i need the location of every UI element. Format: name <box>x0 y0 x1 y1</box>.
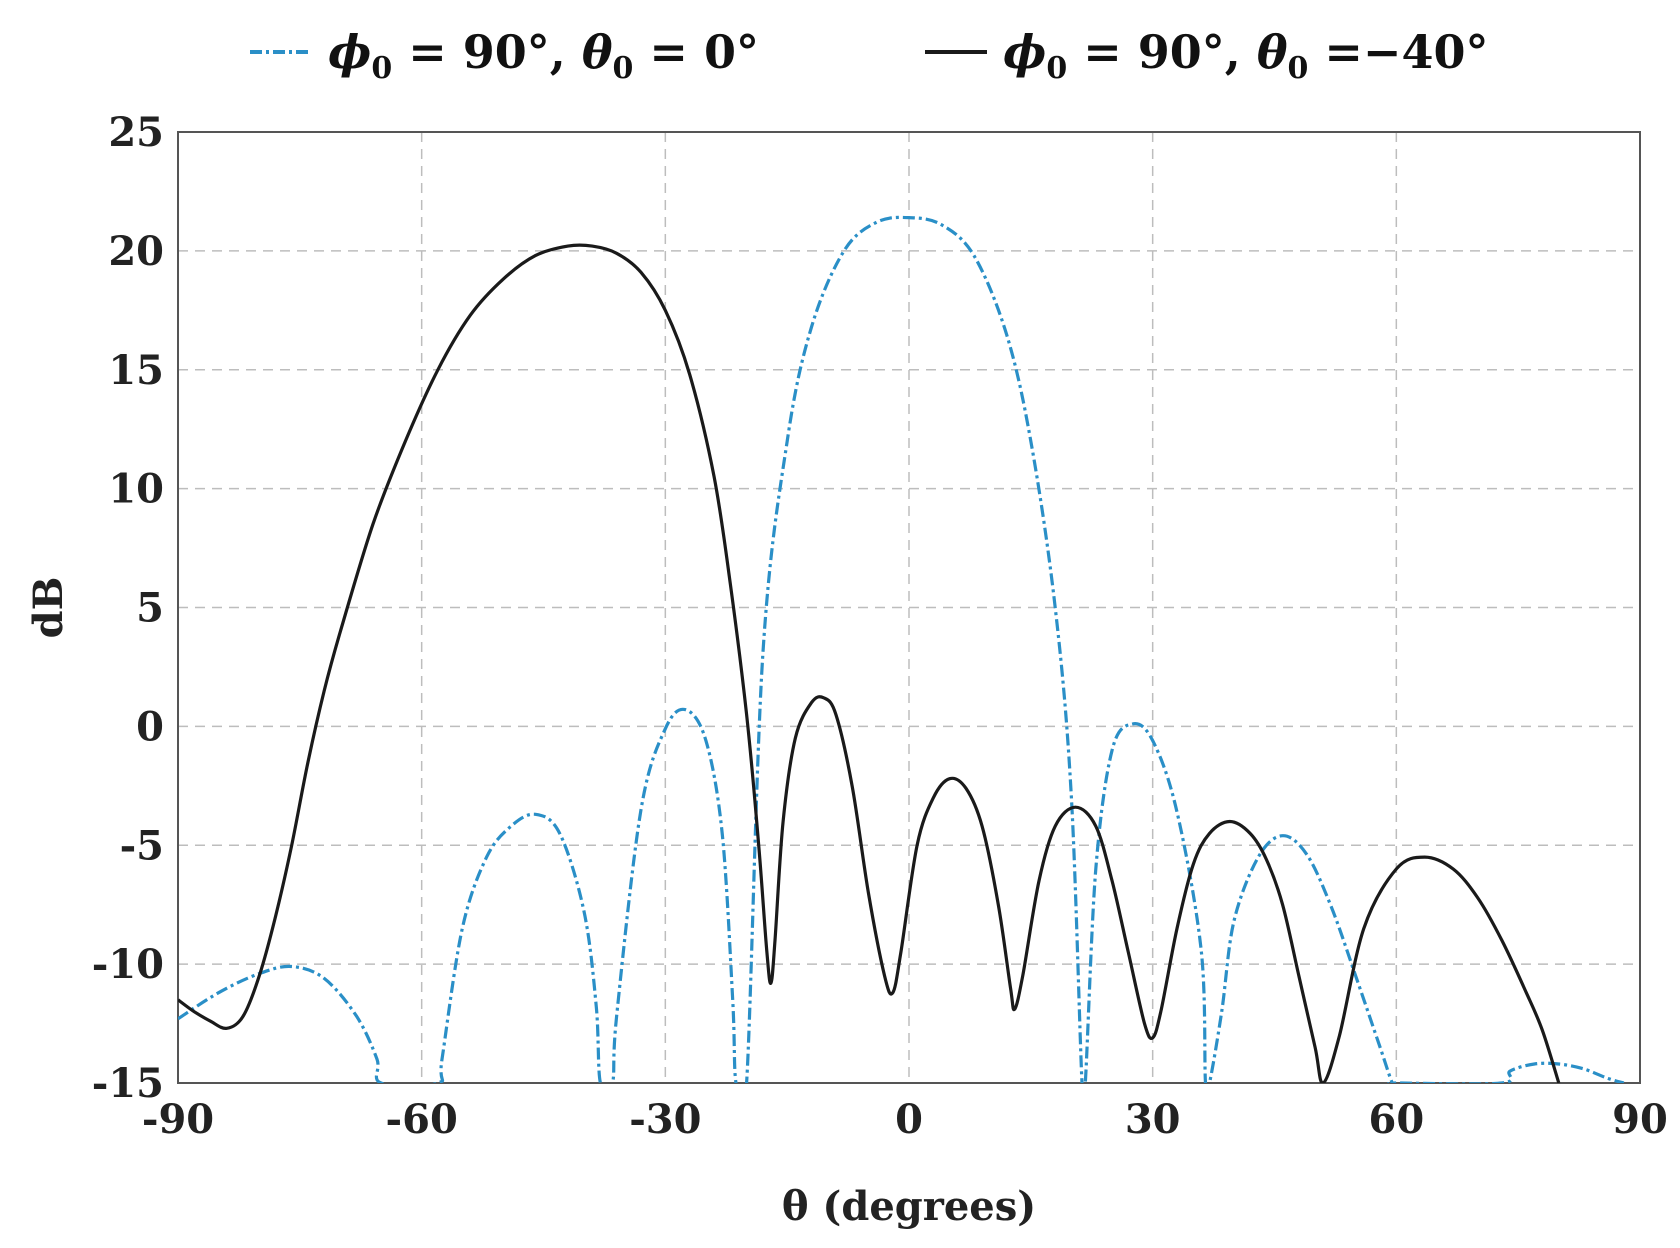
legend-subscript: 0 <box>371 51 392 86</box>
x-tick-label: -90 <box>142 1096 214 1143</box>
grid-lines <box>178 132 1640 1083</box>
legend-text-part: θ <box>582 25 613 79</box>
legend-text-part: ϕ <box>1003 25 1046 79</box>
legend-item-1: ϕ0 = 90°, θ0 = 0° <box>250 25 759 86</box>
legend-text-part: ϕ <box>328 25 371 79</box>
y-tick-label: 20 <box>108 228 164 275</box>
y-tick-label: -15 <box>92 1060 164 1107</box>
y-tick-label: 25 <box>108 109 164 156</box>
y-tick-label: 0 <box>136 703 164 750</box>
x-tick-label: 30 <box>1125 1096 1181 1143</box>
legend-text-part: = 0° <box>633 25 759 79</box>
legend-subscript: 0 <box>1288 51 1309 86</box>
legend-item-2: ϕ0 = 90°, θ0 =−40° <box>925 25 1489 86</box>
x-tick-label: 0 <box>895 1096 923 1143</box>
x-tick-label: 90 <box>1612 1096 1668 1143</box>
legend: ϕ0 = 90°, θ0 = 0° ϕ0 = 90°, θ0 =−40° <box>250 25 1489 86</box>
x-tick-label: -30 <box>629 1096 701 1143</box>
y-axis-label: dB <box>25 577 72 639</box>
legend-label: ϕ0 = 90°, θ0 =−40° <box>1003 25 1489 86</box>
series-layer <box>178 215 1625 1083</box>
legend-text-part: =−40° <box>1308 25 1488 79</box>
y-tick-label: 5 <box>136 585 164 632</box>
y-tick-label: -5 <box>120 822 164 869</box>
legend-subscript: 0 <box>613 51 634 86</box>
x-axis-label: θ (degrees) <box>782 1183 1036 1230</box>
legend-label: ϕ0 = 90°, θ0 = 0° <box>328 25 759 86</box>
series-line-1 <box>178 215 1625 1083</box>
y-tick-label: 15 <box>108 347 164 394</box>
y-tick-label: 10 <box>108 466 164 513</box>
x-tick-label: -60 <box>386 1096 458 1143</box>
legend-subscript: 0 <box>1046 51 1067 86</box>
legend-text-part: = 90°, <box>392 25 582 79</box>
y-tick-labels: 25 20 15 10 5 0 -5 -10 -15 <box>92 109 164 1107</box>
x-tick-label: 60 <box>1368 1096 1424 1143</box>
legend-text-part: θ <box>1257 25 1288 79</box>
legend-text-part: = 90°, <box>1067 25 1257 79</box>
y-tick-label: -10 <box>92 941 164 988</box>
series-line-2 <box>178 243 1561 1083</box>
x-tick-labels: -90 -60 -30 0 30 60 90 <box>142 1096 1668 1143</box>
plot-frame <box>177 131 1641 1084</box>
